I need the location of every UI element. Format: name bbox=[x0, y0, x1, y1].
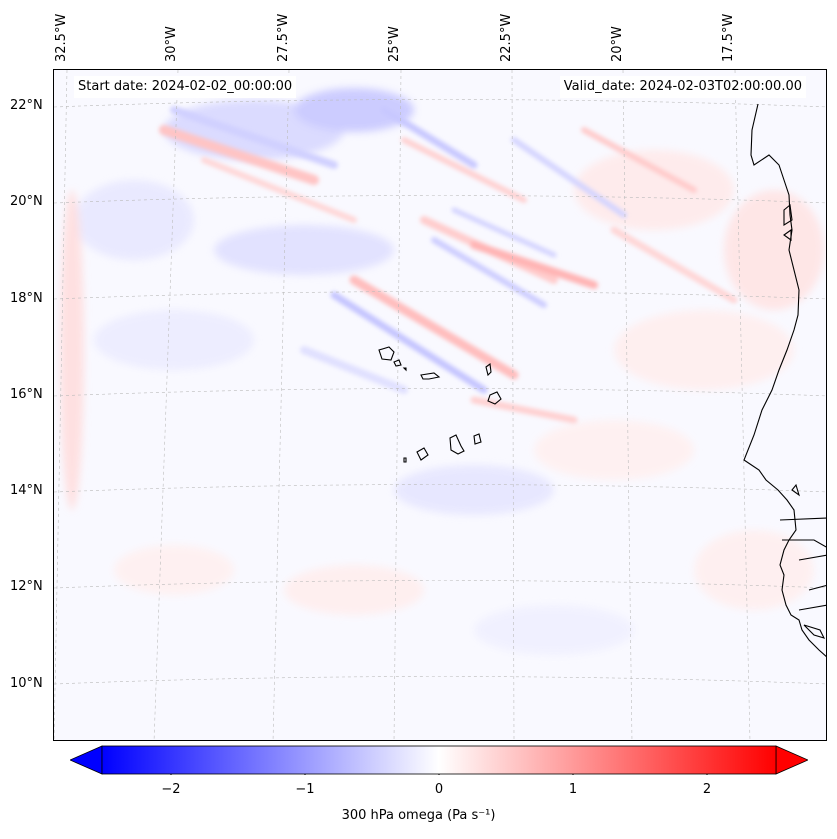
lat-label: 14°N bbox=[10, 483, 43, 498]
lat-label: 12°N bbox=[10, 579, 43, 594]
lat-label: 18°N bbox=[10, 291, 43, 306]
colorbar-tick-label: −2 bbox=[161, 782, 181, 797]
lon-label: 22.5°W bbox=[499, 13, 514, 62]
colorbar-tick-label: 1 bbox=[568, 782, 578, 797]
colorbar-tick-label: 0 bbox=[434, 782, 444, 797]
lon-label: 27.5°W bbox=[276, 13, 291, 62]
graticule bbox=[54, 70, 826, 740]
africa-coastline bbox=[743, 103, 826, 657]
omega-field bbox=[54, 70, 826, 740]
colorbar-max-extend bbox=[775, 745, 808, 775]
lat-label: 22°N bbox=[10, 98, 43, 113]
colorbar-gradient bbox=[101, 745, 777, 775]
colorbar-min-extend bbox=[70, 745, 103, 775]
start-date-label: Start date: 2024-02-02_00:00:00 bbox=[74, 76, 297, 98]
lat-label: 20°N bbox=[10, 194, 43, 209]
lon-label: 20°W bbox=[610, 26, 625, 62]
lon-label: 32.5°W bbox=[54, 13, 69, 62]
lon-label: 25°W bbox=[387, 26, 402, 62]
wave-bands bbox=[159, 106, 738, 424]
valid-date-label: Valid_date: 2024-02-03T02:00:00.00 bbox=[559, 76, 806, 98]
cape-verde-islands bbox=[378, 346, 502, 463]
colorbar bbox=[70, 745, 808, 775]
lon-label: 17.5°W bbox=[721, 13, 736, 62]
omega-patches bbox=[60, 88, 824, 655]
map-panel: Start date: 2024-02-02_00:00:00 Valid_da… bbox=[53, 69, 827, 741]
lat-label: 10°N bbox=[10, 676, 43, 691]
lon-label: 30°W bbox=[164, 26, 179, 62]
colorbar-tick-label: −1 bbox=[295, 782, 315, 797]
colorbar-tick-label: 2 bbox=[702, 782, 712, 797]
lat-label: 16°N bbox=[10, 387, 43, 402]
colorbar-title: 300 hPa omega (Pa s⁻¹) bbox=[341, 808, 496, 823]
